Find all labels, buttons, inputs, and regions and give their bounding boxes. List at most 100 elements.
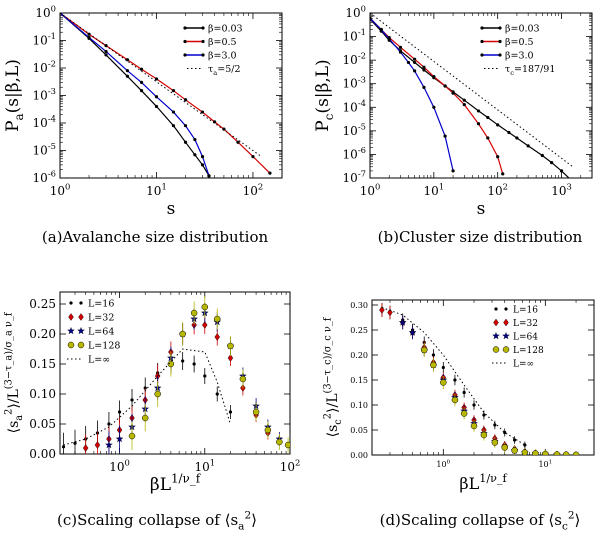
data-point [550, 161, 554, 165]
y-tick-label: 0.00 [29, 447, 56, 461]
legend-marker [201, 39, 205, 44]
y-tick-label: 10-6 [343, 145, 366, 161]
data-point [183, 124, 188, 128]
panel-caption: (a)Avalanche size distribution [42, 228, 269, 246]
series-1 [61, 352, 233, 454]
y-tick-label: 10-3 [343, 74, 366, 90]
legend-marker [201, 53, 205, 57]
legend-marker [492, 331, 500, 340]
series-2 [60, 13, 272, 175]
data-point [413, 60, 417, 65]
legend-marker [77, 341, 85, 349]
data-point [398, 318, 407, 326]
data-point [190, 309, 198, 317]
data-point [193, 153, 197, 157]
y-tick-label: 10-3 [33, 86, 56, 102]
data-point [139, 67, 144, 71]
series-line [370, 17, 454, 172]
y-tick-label: 0.20 [350, 351, 368, 360]
series-3 [370, 16, 455, 173]
data-point [370, 16, 372, 20]
data-point [192, 362, 196, 366]
data-point [398, 45, 403, 49]
data-point [203, 374, 207, 378]
data-point [87, 32, 91, 36]
x-tick-label: 103 [551, 182, 572, 198]
series-line [381, 307, 526, 446]
data-point [526, 144, 530, 148]
y-tick-label: 100 [345, 4, 366, 20]
x-tick-label: 102 [280, 458, 301, 474]
plot-area [61, 296, 290, 454]
data-point [451, 396, 459, 404]
x-tick-label: 102 [487, 182, 508, 198]
data-point [183, 98, 188, 102]
series-line [370, 13, 574, 168]
data-point [406, 60, 411, 65]
data-point [462, 102, 466, 107]
legend-label: β=0.03 [208, 24, 243, 35]
y-tick-label: 0.30 [350, 301, 368, 310]
series-1 [370, 17, 570, 178]
panel-c-scaling-sa: 100 101 102 0.00 0.05 0.10 0.15 0.20 0.25 βL1/ν_f… [4, 291, 301, 533]
legend-label: L=128 [88, 341, 120, 352]
data-point [486, 136, 490, 140]
data-point [413, 69, 417, 73]
data-point [214, 333, 220, 341]
panel-a-avalanche-size: 100 101 102 100 10-1 10-2 10-3 10-4 10-5 10-6 s Pa(… [3, 4, 283, 246]
plot-frame [371, 299, 595, 456]
data-point [441, 365, 445, 370]
data-point [200, 155, 205, 159]
data-point [200, 163, 205, 167]
data-point [470, 422, 478, 430]
legend-marker [504, 307, 508, 311]
data-point [486, 115, 490, 120]
data-point [443, 84, 447, 88]
data-point [207, 174, 211, 178]
data-point [462, 98, 466, 102]
data-point [61, 445, 66, 449]
data-point [413, 57, 417, 61]
data-point [143, 386, 147, 390]
data-point [472, 403, 476, 407]
data-point [264, 426, 272, 434]
legend-marker [498, 26, 502, 30]
data-point [387, 308, 393, 317]
legend-label: L=16 [513, 306, 538, 316]
data-point [251, 155, 255, 159]
legend-marker [183, 53, 187, 57]
data-point [215, 392, 219, 396]
x-tick-label: 100 [360, 182, 381, 198]
x-tick-label: 100 [50, 182, 71, 198]
data-point [496, 123, 500, 127]
data-point [73, 441, 77, 445]
legend-marker [480, 26, 484, 30]
legend-label: L=64 [88, 327, 114, 338]
data-point [462, 390, 466, 395]
y-tick-label: 0.25 [350, 326, 368, 335]
series-line [60, 13, 210, 176]
x-axis-label: s [167, 199, 176, 219]
data-point [193, 137, 197, 142]
data-point [183, 140, 188, 144]
legend-label: β=3.0 [208, 51, 237, 62]
legend-marker [183, 39, 187, 44]
series-line [60, 13, 261, 157]
data-point [422, 68, 426, 72]
data-point [542, 450, 549, 455]
panel-caption: (b)Cluster size distribution [378, 228, 583, 246]
y-tick-label: 0.25 [29, 297, 56, 311]
data-point [82, 444, 89, 452]
series-3 [60, 13, 211, 178]
data-point [532, 450, 539, 455]
data-point [154, 77, 159, 81]
legend-marker [77, 326, 85, 335]
panel-caption: (d)Scaling collapse of ⟨sc2⟩ [380, 509, 581, 532]
data-point [559, 169, 564, 173]
y-tick-label: 10-6 [33, 169, 56, 185]
data-point [562, 451, 570, 455]
legend-label: L=128 [513, 346, 544, 356]
data-point [480, 431, 488, 439]
x-tick-label: 100 [109, 458, 130, 474]
y-axis-label: ⟨sa2⟩/L(3−τ_a)/σ_a ν_f [4, 311, 26, 433]
